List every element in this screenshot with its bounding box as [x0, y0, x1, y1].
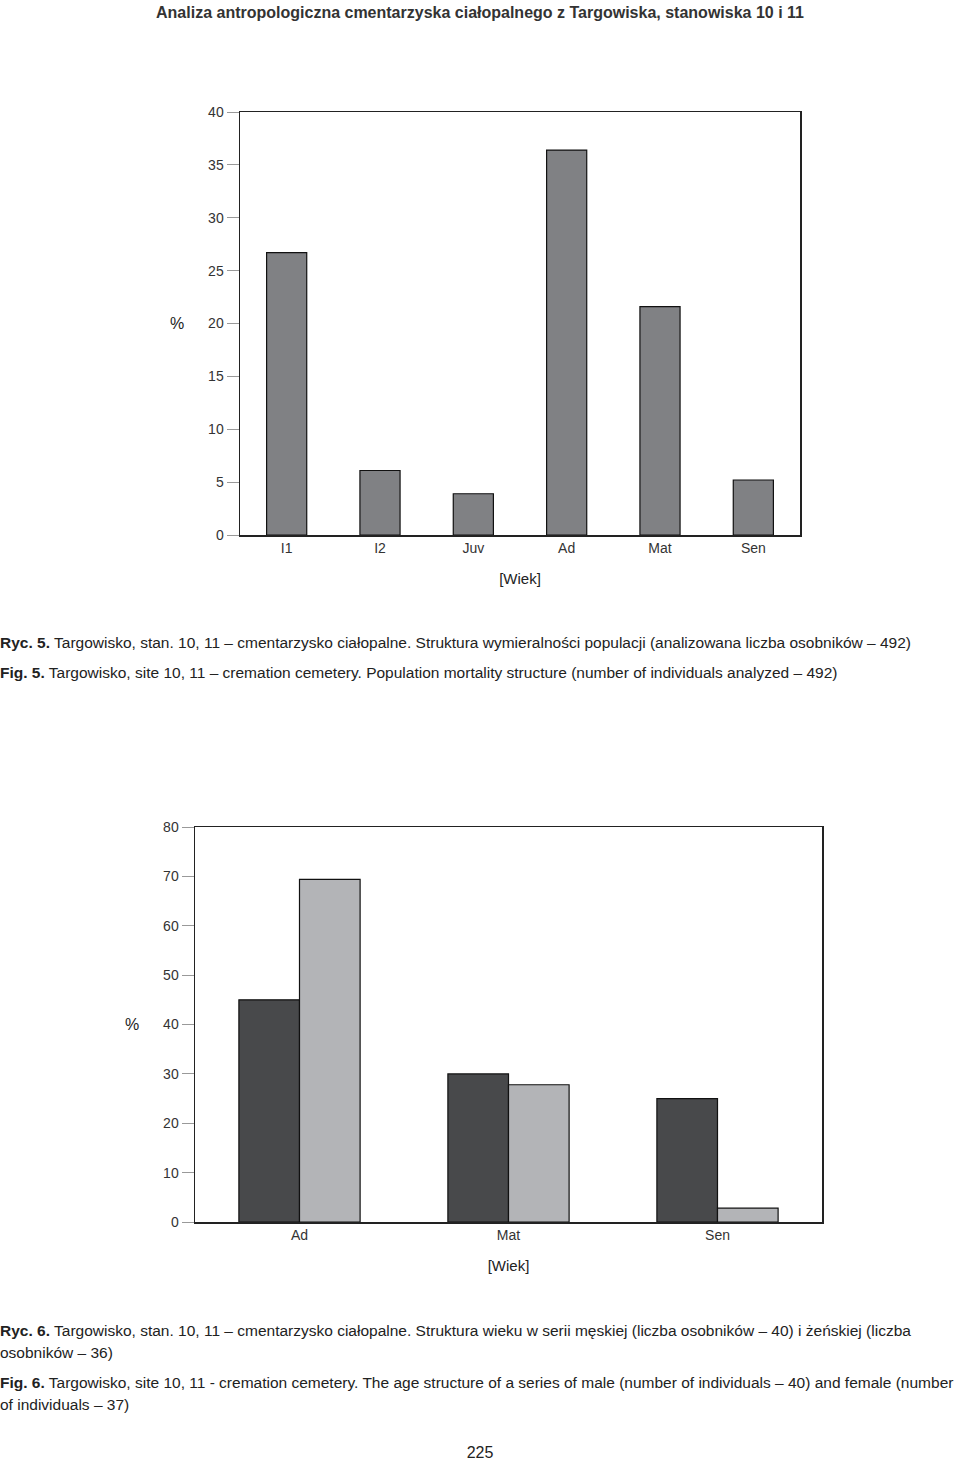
svg-text:30: 30: [163, 1066, 179, 1082]
html-text:Fig. 6. Targowisko, site 10, 1: Fig. 6. Targowisko, site 10, 11 - cremat…: [0, 1374, 954, 1413]
svg-text:20: 20: [208, 315, 224, 331]
svg-text:30: 30: [208, 210, 224, 226]
html-text:Fig. 5. Targowisko, site 10, 1: Fig. 5. Targowisko, site 10, 11 – cremat…: [0, 664, 838, 681]
svg-text:Ad: Ad: [291, 1227, 308, 1243]
svg-text:0: 0: [216, 527, 224, 543]
svg-text:Mat: Mat: [497, 1227, 520, 1243]
html-text:Ryc. 5. Targowisko, stan. 10,: Ryc. 5. Targowisko, stan. 10, 11 – cment…: [0, 634, 911, 651]
svg-text:0: 0: [171, 1214, 179, 1230]
svg-text:I1: I1: [281, 540, 293, 556]
svg-text:50: 50: [163, 967, 179, 983]
html-text:Analiza antropologiczna cmenta: Analiza antropologiczna cmentarzyska cia…: [156, 4, 804, 21]
svg-text:%: %: [170, 315, 184, 332]
html-text:225: 225: [466, 1444, 494, 1461]
svg-text:10: 10: [163, 1165, 179, 1181]
svg-text:60: 60: [163, 918, 179, 934]
svg-text:I2: I2: [374, 540, 386, 556]
svg-text:35: 35: [208, 157, 224, 173]
svg-text:Sen: Sen: [705, 1227, 730, 1243]
svg-text:40: 40: [208, 104, 224, 120]
svg-text:20: 20: [163, 1115, 179, 1131]
svg-text:25: 25: [208, 263, 224, 279]
svg-text:70: 70: [163, 868, 179, 884]
svg-text:10: 10: [208, 421, 224, 437]
svg-text:Ad: Ad: [558, 540, 575, 556]
svg-text:[Wiek]: [Wiek]: [488, 1257, 530, 1274]
svg-text:40: 40: [163, 1016, 179, 1032]
svg-text:[Wiek]: [Wiek]: [499, 570, 541, 587]
svg-text:80: 80: [163, 819, 179, 835]
svg-text:Sen: Sen: [741, 540, 766, 556]
svg-text:%: %: [125, 1016, 139, 1033]
svg-text:Juv: Juv: [462, 540, 484, 556]
svg-text:15: 15: [208, 368, 224, 384]
html-text:Ryc. 6. Targowisko, stan. 10,: Ryc. 6. Targowisko, stan. 10, 11 – cment…: [0, 1322, 911, 1361]
svg-text:Mat: Mat: [648, 540, 671, 556]
svg-text:5: 5: [216, 474, 224, 490]
